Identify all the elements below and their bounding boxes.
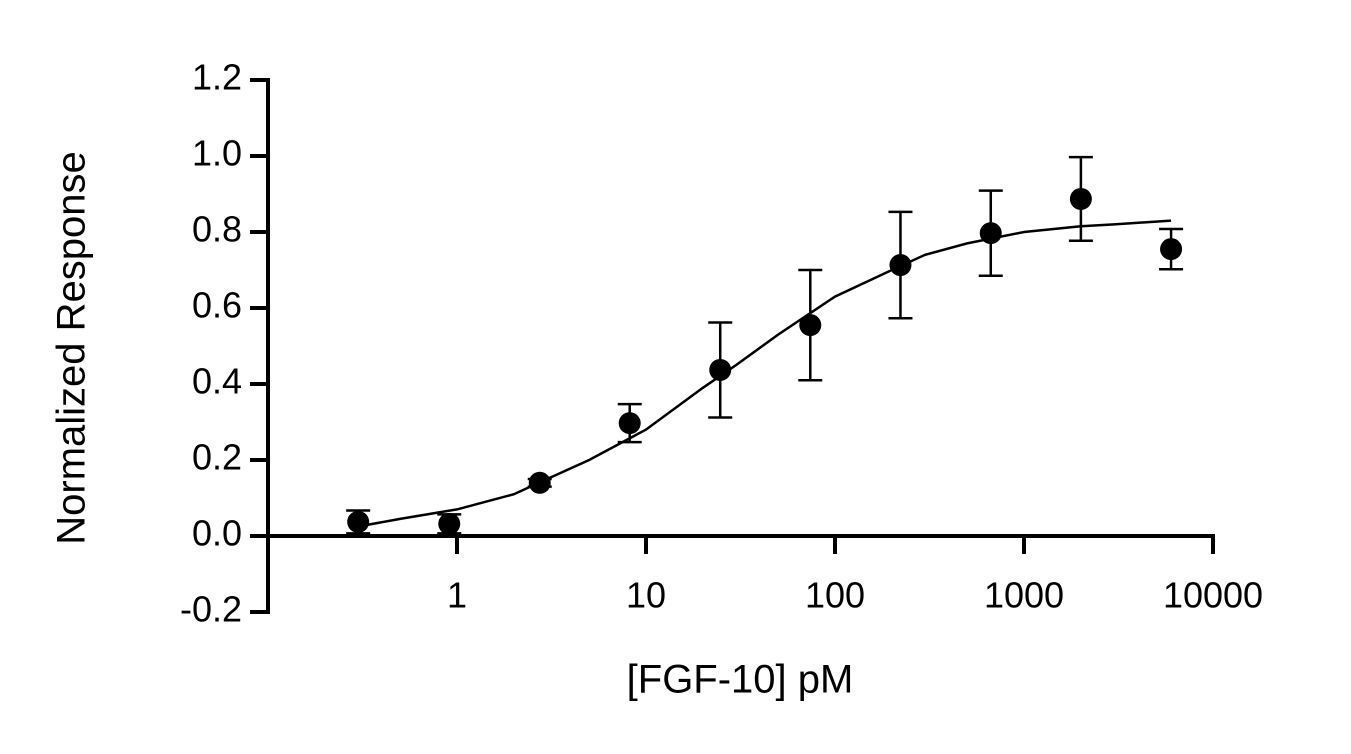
y-tick-label: 0.6	[192, 285, 242, 326]
data-point	[709, 358, 732, 381]
x-tick-label: 10	[626, 575, 666, 616]
data-point	[528, 471, 551, 494]
data-point	[889, 254, 912, 277]
y-tick-label: 1.0	[192, 133, 242, 174]
data-point	[618, 412, 641, 435]
y-tick-label: 0.4	[192, 361, 242, 402]
data-point	[438, 512, 461, 535]
y-tick-label: -0.2	[180, 589, 242, 630]
x-tick-label: 1000	[984, 575, 1064, 616]
x-tick-label: 10000	[1163, 575, 1263, 616]
y-tick-label: 1.2	[192, 57, 242, 98]
fit-curve	[357, 219, 1172, 528]
x-tick-label: 100	[805, 575, 865, 616]
data-point	[347, 510, 370, 533]
y-axis-label: Normalized Response	[50, 151, 94, 545]
data-point	[799, 314, 822, 337]
y-tick-label: 0.0	[192, 513, 242, 554]
x-tick-label: 1	[447, 575, 467, 616]
x-axis-label: [FGF-10] pM	[627, 658, 854, 702]
data-point	[1069, 187, 1092, 210]
y-tick-label: 0.8	[192, 209, 242, 250]
y-tick-label: 0.2	[192, 437, 242, 478]
data-point	[1160, 238, 1183, 261]
data-point	[979, 222, 1002, 245]
